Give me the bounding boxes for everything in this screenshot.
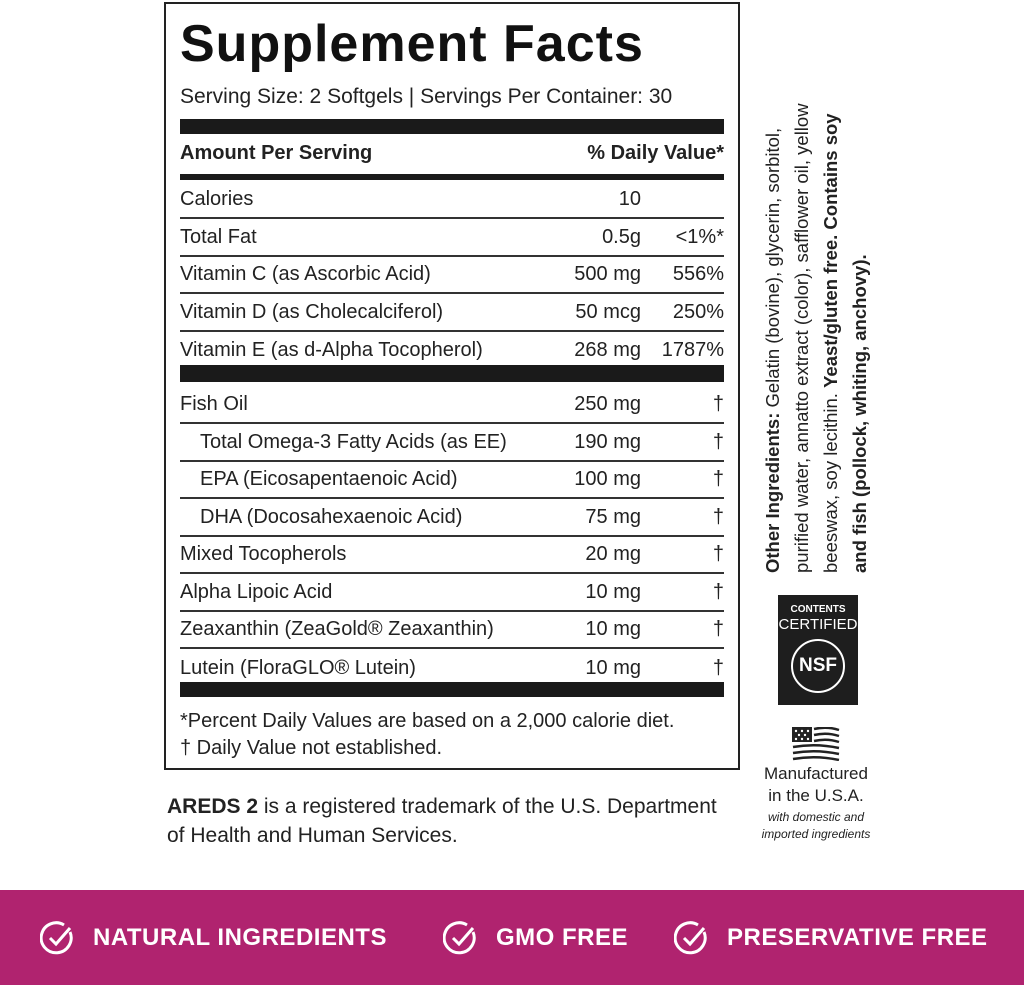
features-banner: NATURAL INGREDIENTS GMO FREE PRESERVATIV… <box>0 890 1024 985</box>
nutrient-row: DHA (Docosahexaenoic Acid) 75 mg † <box>180 500 724 537</box>
nutrient-row: Total Fat 0.5g <1%* <box>180 220 724 257</box>
nutrient-daily-value: † <box>712 618 724 640</box>
trademark-line-1: AREDS 2 is a registered trademark of the… <box>167 795 717 819</box>
nutrient-name: Total Fat <box>180 225 257 248</box>
nutrient-name: Fish Oil <box>180 393 248 415</box>
nutrient-name: Vitamin C (as Ascorbic Acid) <box>180 263 431 285</box>
nutrient-row: EPA (Eicosapentaenoic Acid) 100 mg † <box>180 462 724 499</box>
nutrient-name: Vitamin E (as d-Alpha Tocopherol) <box>180 339 483 361</box>
nutrient-row: Lutein (FloraGLO® Lutein) 10 mg † <box>180 650 724 687</box>
column-header: Amount Per Serving % Daily Value* <box>180 142 724 165</box>
nutrient-name: Total Omega-3 Fatty Acids (as EE) <box>200 430 507 453</box>
thick-divider <box>180 119 724 134</box>
nutrient-row: Mixed Tocopherols 20 mg † <box>180 537 724 574</box>
ingredients-text: Gelatin (bovine), glycerin, sorbitol, <box>762 127 783 413</box>
nutrient-amount: 10 mg <box>585 618 641 640</box>
nutrient-daily-value: † <box>712 430 724 453</box>
nutrient-row: Vitamin D (as Cholecalciferol) 50 mcg 250% <box>180 295 724 332</box>
nutrient-daily-value: 250% <box>672 300 724 323</box>
made-in-usa-line-4: imported ingredients <box>761 827 871 841</box>
nutrient-daily-value: † <box>712 393 724 415</box>
nutrient-name: EPA (Eicosapentaenoic Acid) <box>200 468 458 490</box>
badge-gmo-free: GMO FREE <box>443 890 628 985</box>
supplement-facts-panel: Supplement Facts Serving Size: 2 Softgel… <box>164 2 740 770</box>
nutrient-amount: 75 mg <box>585 505 641 528</box>
badge-preservative-free: PRESERVATIVE FREE <box>674 890 988 985</box>
nutrient-daily-value: † <box>712 656 724 679</box>
nutrient-amount: 10 <box>618 188 641 210</box>
trademark-text: is a registered trademark of the U.S. De… <box>258 795 717 818</box>
nutrient-amount: 20 mg <box>585 543 641 565</box>
badge-label: GMO FREE <box>496 923 629 951</box>
badge-label: NATURAL INGREDIENTS <box>93 923 387 951</box>
nutrient-daily-value: 556% <box>672 263 724 285</box>
ingredients-line-1: Other Ingredients: Gelatin (bovine), gly… <box>758 8 787 573</box>
nutrient-amount: 100 mg <box>574 468 641 490</box>
nutrient-name: Lutein (FloraGLO® Lutein) <box>180 656 416 679</box>
nsf-circle-icon: NSF <box>791 639 845 693</box>
nsf-line-1: CONTENTS <box>790 604 846 615</box>
made-in-usa-line-1: Manufactured <box>764 764 868 783</box>
allergen-text: and fish (pollock, whiting, anchovy). <box>849 254 870 573</box>
trademark-line-2: of Health and Human Services. <box>167 824 458 847</box>
nutrient-daily-value: 1787% <box>661 339 724 361</box>
footnote-dagger: † Daily Value not established. <box>180 737 443 759</box>
medium-divider <box>180 174 724 180</box>
badge-natural-ingredients: NATURAL INGREDIENTS <box>40 890 387 985</box>
nutrient-name: Vitamin D (as Cholecalciferol) <box>180 300 444 323</box>
nutrient-daily-value: † <box>712 580 724 603</box>
nutrient-row: Fish Oil 250 mg † <box>180 387 724 424</box>
ingredients-line-2: purified water, annatto extract (color),… <box>791 103 812 573</box>
check-circle-icon <box>443 920 476 954</box>
nutrient-daily-value: † <box>712 468 724 490</box>
nutrient-row: Vitamin E (as d-Alpha Tocopherol) 268 mg 1… <box>180 332 724 369</box>
nutrient-name: DHA (Docosahexaenoic Acid) <box>200 505 463 528</box>
nutrient-amount: 500 mg <box>574 263 641 285</box>
nutrient-name: Alpha Lipoic Acid <box>180 580 333 603</box>
header-amount: Amount Per Serving <box>180 142 373 164</box>
nutrient-daily-value: † <box>712 505 724 528</box>
made-in-usa-line-2: in the U.S.A. <box>768 786 864 805</box>
nutrient-daily-value: <1%* <box>675 225 724 248</box>
ingredients-line-4: and fish (pollock, whiting, anchovy). <box>845 8 874 573</box>
other-ingredients: Other Ingredients: Gelatin (bovine), gly… <box>758 8 874 573</box>
nutrient-row: Zeaxanthin (ZeaGold® Zeaxanthin) 10 mg † <box>180 612 724 649</box>
footnote-dv: *Percent Daily Values are based on a 2,0… <box>180 710 675 732</box>
nutrient-amount: 10 mg <box>585 656 641 679</box>
nutrient-name: Calories <box>180 188 254 210</box>
allergen-text: Yeast/gluten free. Contains soy <box>820 113 841 388</box>
nutrient-amount: 10 mg <box>585 580 641 603</box>
areds-bold: AREDS 2 <box>167 795 259 818</box>
check-circle-icon <box>674 920 707 954</box>
nutrient-amount: 190 mg <box>574 430 641 453</box>
nutrient-row: Vitamin C (as Ascorbic Acid) 500 mg 556% <box>180 257 724 294</box>
serving-info: Serving Size: 2 Softgels | Servings Per … <box>180 85 673 108</box>
made-in-usa-line-3: with domestic and <box>767 810 865 824</box>
nutrient-row: Calories 10 <box>180 182 724 219</box>
nutrient-amount: 250 mg <box>574 393 641 415</box>
header-dv: % Daily Value* <box>587 142 724 164</box>
us-flag-icon <box>792 727 840 761</box>
nsf-certified-logo: CONTENTS CERTIFIED NSF <box>778 595 858 705</box>
check-circle-icon <box>40 920 73 954</box>
ingredients-heading: Other Ingredients: <box>762 412 783 573</box>
thick-divider <box>180 365 724 382</box>
nutrient-row: Alpha Lipoic Acid 10 mg † <box>180 575 724 612</box>
nutrient-daily-value: † <box>712 543 724 565</box>
nutrient-row: Total Omega-3 Fatty Acids (as EE) 190 mg † <box>180 425 724 462</box>
badge-label: PRESERVATIVE FREE <box>727 923 988 951</box>
nutrient-amount: 0.5g <box>602 225 641 248</box>
nsf-line-2: CERTIFIED <box>778 616 858 633</box>
nutrient-amount: 50 mcg <box>575 300 641 323</box>
nutrient-name: Mixed Tocopherols <box>180 543 347 565</box>
ingredients-text: beeswax, soy lecithin. <box>820 387 841 573</box>
nutrient-name: Zeaxanthin (ZeaGold® Zeaxanthin) <box>180 618 494 640</box>
thick-divider <box>180 682 724 697</box>
panel-title: Supplement Facts <box>180 15 644 73</box>
ingredients-line-3: beeswax, soy lecithin. Yeast/gluten free… <box>816 8 845 573</box>
nutrient-amount: 268 mg <box>574 339 641 361</box>
